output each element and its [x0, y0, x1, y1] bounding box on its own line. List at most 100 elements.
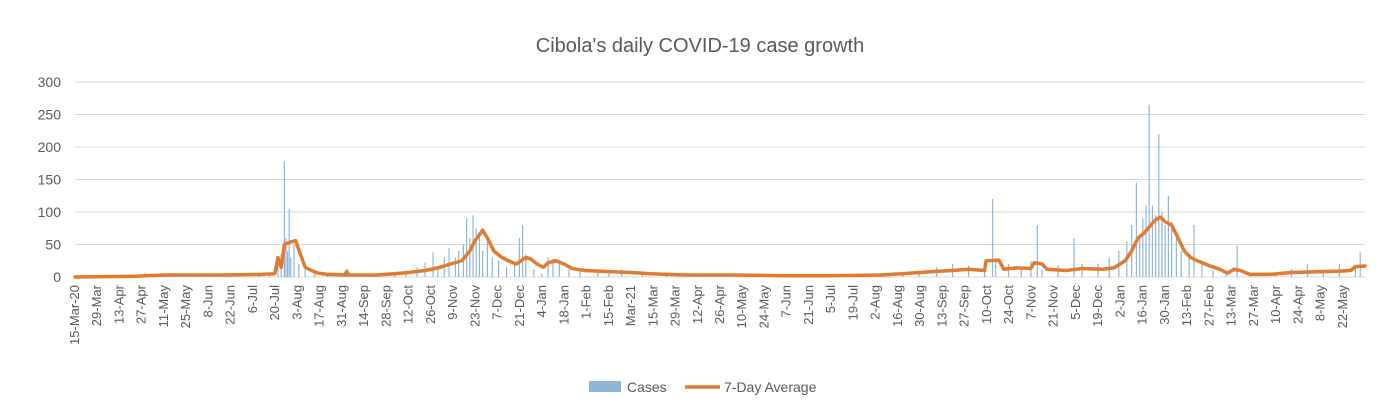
- y-tick-label: 250: [38, 107, 62, 123]
- case-bar: [1139, 238, 1141, 277]
- y-tick-label: 50: [45, 237, 61, 253]
- x-tick-label: 5-Dec: [1068, 285, 1083, 320]
- x-tick-label: 27-Apr: [134, 284, 149, 324]
- x-tick-label: 11-May: [156, 285, 171, 328]
- x-tick-label: 22-May: [1335, 285, 1350, 329]
- case-bar: [1322, 270, 1325, 277]
- case-bar: [518, 238, 520, 277]
- x-tick-label: 31-Aug: [334, 285, 349, 327]
- case-bar: [486, 241, 489, 277]
- case-bar: [552, 258, 554, 277]
- x-tick-label: 27-Sep: [957, 285, 972, 327]
- case-bar: [1135, 182, 1138, 277]
- case-bar: [533, 269, 535, 277]
- case-bar: [287, 251, 289, 277]
- x-tick-label: 8-May: [1313, 285, 1328, 322]
- case-bar: [1142, 218, 1144, 277]
- x-tick-label: 17-Aug: [312, 285, 327, 327]
- case-bar: [1167, 195, 1169, 277]
- case-bar: [597, 271, 599, 277]
- case-bar: [304, 269, 306, 277]
- x-tick-label: 27-Mar: [1246, 284, 1261, 326]
- case-bar: [1212, 270, 1214, 277]
- x-tick-label: 9-Nov: [445, 285, 460, 320]
- seven-day-average-line: [73, 215, 1367, 279]
- case-bar: [541, 273, 543, 277]
- legend-cases-swatch: [589, 381, 621, 392]
- x-tick-label: 10-May: [734, 285, 749, 329]
- case-bar: [1151, 205, 1153, 277]
- case-bar: [498, 260, 500, 277]
- x-tick-label: 26-Apr: [712, 284, 727, 324]
- x-tick-label: 2-Aug: [868, 285, 883, 320]
- case-bar: [1041, 269, 1043, 277]
- case-bar: [491, 257, 493, 277]
- x-tick-label: 29-Mar: [668, 284, 683, 326]
- case-bar: [1164, 225, 1166, 277]
- x-tick-label: Mar-21: [623, 285, 638, 326]
- x-tick-label: 27-Feb: [1201, 285, 1216, 326]
- x-tick-label: 4-Jan: [534, 285, 549, 318]
- case-bar: [454, 257, 457, 277]
- x-tick-label: 19-Dec: [1090, 285, 1105, 327]
- x-tick-label: 18-Jan: [556, 285, 571, 325]
- case-bar: [1188, 257, 1190, 277]
- case-bar: [1175, 238, 1177, 277]
- x-tick-label: 23-Nov: [467, 285, 482, 327]
- y-tick-label: 150: [38, 172, 62, 188]
- x-tick-label: 24-Oct: [1001, 285, 1016, 324]
- y-tick-label: 200: [38, 139, 62, 155]
- case-bar: [1354, 267, 1357, 277]
- x-tick-label: 8-Jun: [200, 285, 215, 318]
- case-bar: [458, 251, 460, 277]
- cases-bars: [101, 104, 1361, 277]
- x-tick-label: 26-Oct: [423, 285, 438, 324]
- case-bar: [1236, 245, 1238, 277]
- case-bar: [1154, 215, 1157, 277]
- case-bar: [1161, 212, 1163, 277]
- x-tick-label: 29-Mar: [89, 284, 104, 326]
- case-bar: [1148, 104, 1150, 277]
- case-bar: [558, 264, 560, 277]
- case-bar: [1020, 267, 1022, 277]
- x-tick-label: 6-Jul: [245, 285, 260, 313]
- case-bar: [547, 257, 549, 277]
- x-tick-label: 13-Apr: [111, 284, 126, 324]
- legend-average-label: 7-Day Average: [724, 379, 817, 395]
- case-bar: [290, 257, 292, 277]
- x-tick-label: 30-Jan: [1157, 285, 1172, 325]
- case-bar: [1170, 221, 1173, 277]
- case-bar: [608, 270, 610, 277]
- x-tick-label: 7-Jun: [779, 285, 794, 318]
- x-tick-label: 25-May: [178, 285, 193, 329]
- case-bar: [469, 238, 471, 277]
- case-bar: [314, 273, 316, 277]
- x-tick-label: 19-Jul: [845, 285, 860, 321]
- case-bar: [283, 161, 286, 277]
- case-bar: [641, 273, 644, 277]
- x-tick-label: 7-Nov: [1023, 285, 1038, 320]
- y-tick-label: 0: [53, 269, 61, 285]
- seven-day-average-path: [73, 215, 1367, 279]
- y-axis-ticks: 0 50 100 150 200 250 300: [38, 74, 62, 285]
- x-tick-label: 5-Jul: [823, 285, 838, 313]
- y-tick-label: 100: [38, 204, 62, 220]
- x-tick-label: 15-Mar-20: [67, 285, 82, 345]
- case-bar: [1036, 225, 1038, 277]
- case-bar: [1073, 238, 1075, 277]
- x-tick-label: 24-May: [756, 285, 771, 329]
- x-tick-label: 16-Aug: [890, 285, 905, 327]
- case-bar: [1007, 264, 1010, 277]
- x-tick-label: 15-Feb: [601, 285, 616, 326]
- case-bar: [1193, 225, 1195, 277]
- x-tick-label: 21-Nov: [1046, 285, 1061, 327]
- case-bar: [285, 238, 287, 277]
- case-bar: [432, 252, 434, 277]
- case-bar: [525, 254, 527, 277]
- x-tick-label: 21-Jun: [801, 285, 816, 325]
- x-tick-label: 24-Apr: [1290, 284, 1305, 324]
- case-bar: [513, 262, 516, 277]
- case-bar: [506, 267, 508, 277]
- gridlines: [75, 81, 1365, 278]
- case-bar: [482, 251, 484, 277]
